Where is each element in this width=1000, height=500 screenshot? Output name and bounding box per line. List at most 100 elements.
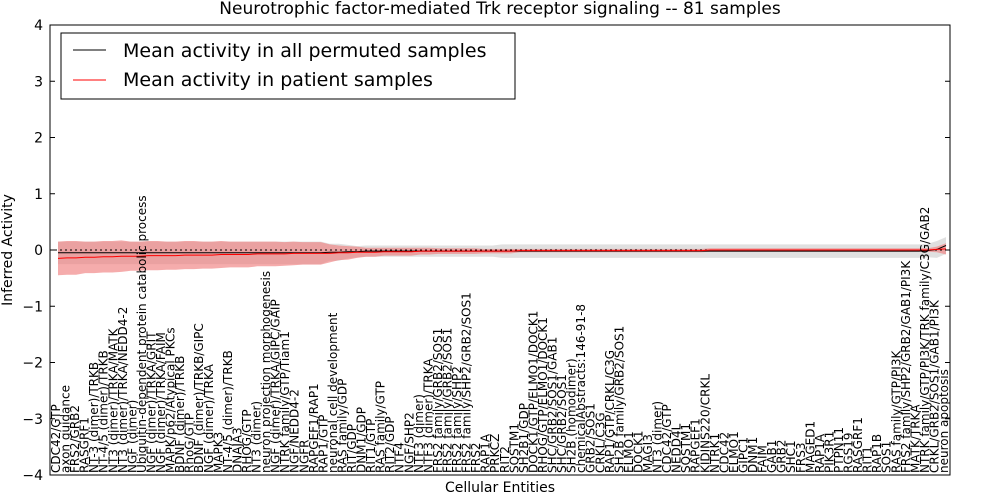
x-category-label: NGFR — [297, 439, 311, 473]
x-category-label: BDNF (dimer)/TRKB — [173, 356, 187, 473]
x-category-label: RIT2 — [498, 446, 512, 473]
x-category-label: FRS2 family/SHP2/GRB2/SOS1 — [460, 292, 474, 473]
x-category-label: NT3 (dimer) — [651, 401, 665, 473]
x-category-label: DNM1/GDP — [355, 407, 369, 473]
x-category-label: RAP1A — [813, 433, 827, 473]
y-tick-label: −3 — [22, 412, 43, 428]
x-category-label: RIT2/GDP — [383, 416, 397, 473]
x-category-label: MATK/TRKA — [908, 404, 922, 473]
x-category-label: ELMO1 — [622, 431, 636, 473]
x-category-label: GAB1 — [765, 440, 779, 473]
x-category-label: SQSTM1 — [507, 423, 521, 473]
x-category-label: NGF (dimer)/TRKA — [202, 363, 216, 473]
x-category-label: ELMO1 — [727, 431, 741, 473]
x-category-label: NTF3 (dimer) — [412, 394, 426, 473]
x-category-label: NGF/SHP2 — [402, 412, 416, 473]
y-tick-label: −2 — [22, 356, 43, 372]
legend-label-patient: Mean activity in patient samples — [123, 69, 433, 91]
x-category-label: SH2B (homodimer) — [565, 358, 579, 473]
y-axis-label: Inferred Activity — [0, 194, 16, 306]
y-tick-label: 0 — [34, 243, 43, 259]
x-category-label: NTRK family/GTP/Tiam1 — [278, 331, 292, 473]
x-category-label: RAS family/GTP — [374, 381, 388, 473]
legend-label-permuted: Mean activity in all permuted samples — [123, 40, 486, 62]
x-category-label: CRKL/GRB2/SOS1/GAB1/PI3K — [928, 299, 942, 473]
x-category-label: NT3 (dimer)/TRKA/NEDD4-2 — [116, 307, 130, 473]
x-category-label: NTF4 — [393, 442, 407, 473]
x-category-label: RAP1/GTP/CRKL/C3G — [603, 350, 617, 473]
x-category-label: FRS2 family/SHP2/GRB2/GAB1/PI3K — [899, 260, 913, 473]
x-category-label: FRS2 family/GRB2/SOS1 — [441, 328, 455, 473]
x-category-label: SH2B1/GDP — [517, 403, 531, 473]
x-category-label: Ubiquitin-dependent protein catabolic pr… — [135, 195, 149, 473]
legend-box — [60, 32, 516, 100]
x-category-label: RIT/GDP — [345, 424, 359, 473]
x-category-label: DNAJA3 — [230, 427, 244, 473]
x-category-label: FRS2 — [469, 443, 483, 474]
x-category-label: RAP1/GTP — [316, 415, 330, 473]
x-category-label: DNM1 — [746, 437, 760, 473]
y-tick-label: 1 — [34, 187, 43, 203]
x-category-label: SOS1 — [880, 441, 894, 473]
series-lines — [57, 245, 947, 259]
x-category-label: DOCK1/GTP/ELMO1/DOCK1 — [526, 311, 540, 473]
y-tick-label: 4 — [34, 18, 43, 34]
x-category-label: neuronal cell development — [326, 312, 340, 473]
x-category-label: SHC1 — [784, 440, 798, 473]
x-category-label: SH2B family/GRB2/SOS1 — [612, 326, 626, 473]
x-category-label: axon guidance — [59, 385, 73, 473]
uncertainty-bands — [58, 237, 946, 276]
x-category-label: SHC/GRB2/SOS1/GAB1 — [546, 337, 560, 473]
x-category-label: RAPGEF1/RAP1 — [307, 383, 321, 473]
x-category-label: RAS family/GDP — [336, 379, 350, 473]
x-category-label: RASGRF1 — [78, 417, 92, 473]
x-category-label: DOCK1 — [632, 430, 646, 473]
x-category-label: neuron apoptosis — [937, 369, 951, 473]
x-category-label: NEDD4L — [670, 423, 684, 473]
x-category-label: NGF (dimer)/TRKA/FAIM — [154, 332, 168, 473]
x-axis-label: Cellular Entities — [445, 480, 555, 496]
x-category-label: NT-3 (dimer)/TRKB — [87, 362, 101, 473]
y-tick-label: 3 — [34, 74, 43, 90]
x-category-label: NGF (dimer)/TRKA/GRIT — [145, 331, 159, 473]
x-category-label: RAS family/GTP/PI3K — [889, 350, 903, 473]
x-category-label: PIK3R1 — [822, 431, 836, 473]
x-category-label: MAPK/p62/Atypical PKCs — [164, 327, 178, 473]
x-category-label: BDNF (dimer)/TRKB/GIPC — [192, 323, 206, 473]
x-category-label: MAGI3 — [641, 434, 655, 473]
y-tick-label: −1 — [22, 299, 43, 315]
x-category-label: FRS3 — [794, 443, 808, 474]
x-category-label: RGS19 — [842, 432, 856, 473]
x-category-label: RAP1B — [870, 434, 884, 473]
x-category-label: FAIM — [756, 445, 770, 473]
x-category-label: CDC42/GTP — [49, 404, 63, 473]
x-category-label: RhoG/GTP — [183, 413, 197, 473]
x-category-label: RASGRF1 — [851, 417, 865, 473]
x-category-label: GRB2/SOS1 — [584, 403, 598, 473]
x-category-label: NGF/NEDD4-2 — [288, 389, 302, 473]
x-category-label: FRS2 family/SHP2 — [450, 366, 464, 473]
y-tick-label: −4 — [22, 468, 43, 484]
x-category-label: NGF (dimer)/TRKA/GIPC/GAIP — [269, 299, 283, 473]
x-category-label: RAP1A — [479, 433, 493, 473]
x-category-label: GRB2 — [775, 439, 789, 473]
x-category-label: NT3 (dimer)/TRKA/MATK — [106, 327, 120, 473]
x-category-label: NGF (dimer) — [125, 400, 139, 473]
x-category-label: MAPK3 — [211, 432, 225, 473]
y-axis: 4 3 2 1 0 −1 −2 −3 −4 — [22, 18, 950, 484]
x-category-label: NTRK1 — [708, 433, 722, 473]
x-category-label: RIT1/GTP — [364, 419, 378, 473]
x-category-label: NTRK family/GTP/PI3K/TRK family/C3G/GAB2 — [918, 207, 932, 473]
y-tick-label: 2 — [34, 131, 43, 147]
legend: Mean activity in all permuted samples Me… — [60, 32, 516, 100]
x-category-label: CDC42 — [717, 432, 731, 473]
x-category-label: MAGED1 — [803, 421, 817, 473]
x-category-label: KIDINS220/CRKL — [698, 374, 712, 473]
x-category-label: GIPC1 — [737, 437, 751, 473]
x-category-label: NTF3 (dimer)/TRKA — [421, 358, 435, 473]
x-category-label: neuron projection morphogenesis — [259, 271, 273, 473]
x-category-label: PTPN11 — [832, 427, 846, 473]
x-category-label: FRS2/GRB2 — [68, 405, 82, 473]
